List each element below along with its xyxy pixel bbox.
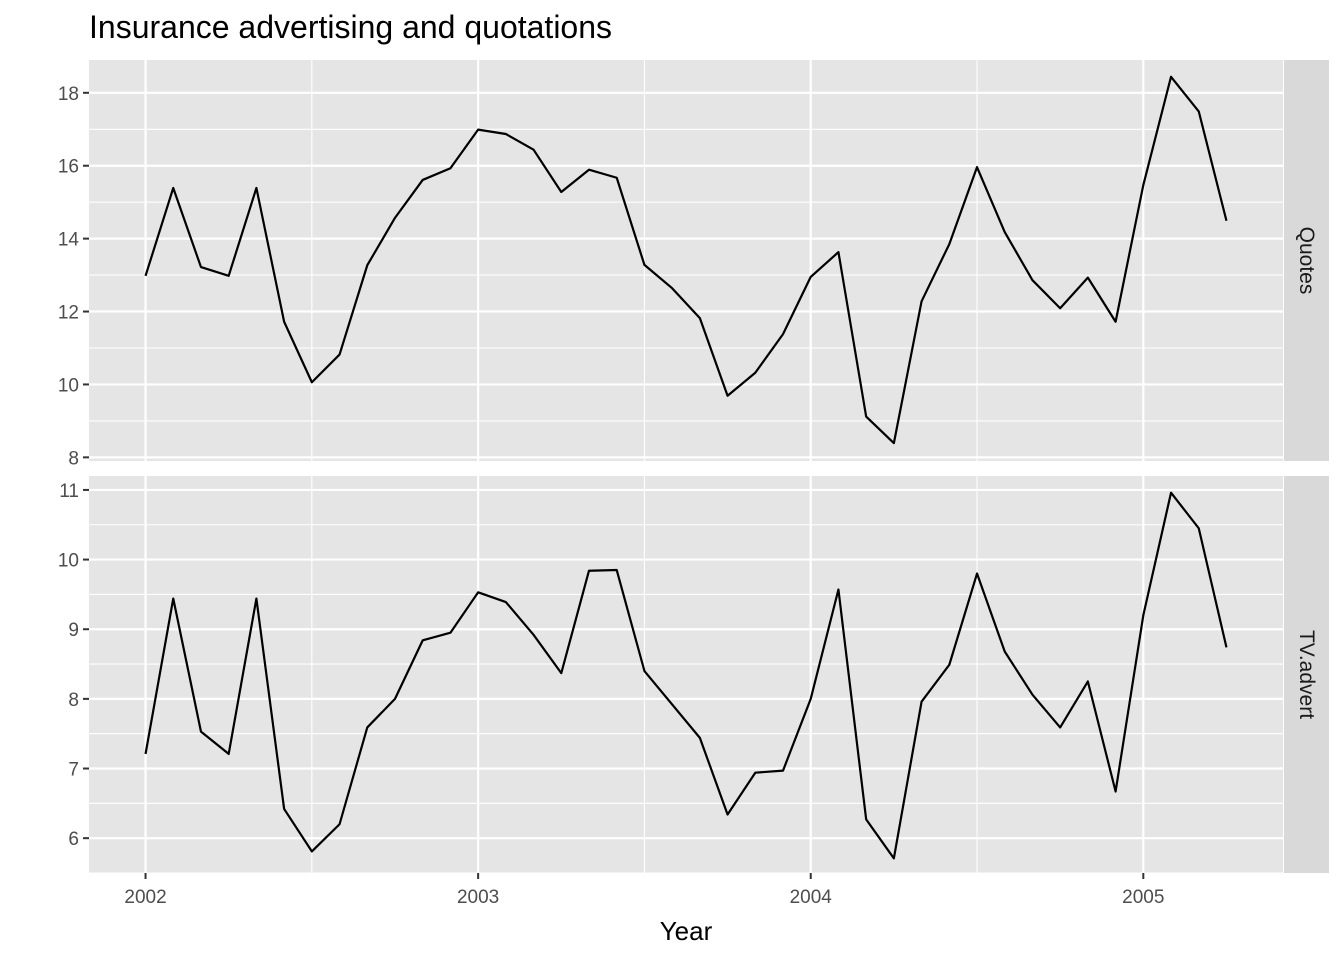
- panel-tv-advert: 6 7 8 9 10 11 TV.advert 2002 2003 2004 2005: [58, 476, 1329, 908]
- facet-strip: [1284, 60, 1329, 461]
- panel-quotes: 8 10 12 14 16 18 Quotes: [58, 60, 1329, 469]
- y-tick-label: 8: [68, 690, 79, 711]
- y-tick-label: 7: [68, 760, 79, 781]
- y-tick-label: 16: [58, 157, 79, 178]
- y-tick-label: 9: [68, 620, 79, 641]
- series-line-tv-advert: [144, 491, 1228, 860]
- series-line-quotes: [144, 75, 1228, 445]
- y-tick-label: 14: [58, 230, 80, 251]
- chart-title: Insurance advertising and quotations: [89, 9, 612, 45]
- facet-panels: 8 10 12 14 16 18 Quotes 6 7 8 9 10 11 TV.advert 2002 20…: [58, 60, 1329, 908]
- x-axis-title: Year: [660, 916, 713, 946]
- y-tick-label: 12: [58, 303, 79, 324]
- facet-strip-label: Quotes: [1295, 227, 1318, 295]
- x-tick-label: 2003: [457, 887, 499, 908]
- panel-background: [89, 476, 1283, 873]
- panel-background: [89, 60, 1283, 461]
- y-tick-label: 11: [59, 481, 79, 502]
- y-tick-label: 10: [58, 375, 79, 396]
- x-tick-label: 2004: [790, 887, 833, 908]
- y-tick-label: 10: [58, 551, 79, 572]
- y-tick-label: 18: [58, 84, 79, 105]
- facet-strip: [1284, 476, 1329, 873]
- x-tick-label: 2005: [1122, 887, 1164, 908]
- x-tick-label: 2002: [124, 887, 166, 908]
- y-tick-label: 6: [68, 829, 79, 850]
- y-tick-label: 8: [68, 448, 79, 469]
- facet-strip-label: TV.advert: [1295, 630, 1318, 719]
